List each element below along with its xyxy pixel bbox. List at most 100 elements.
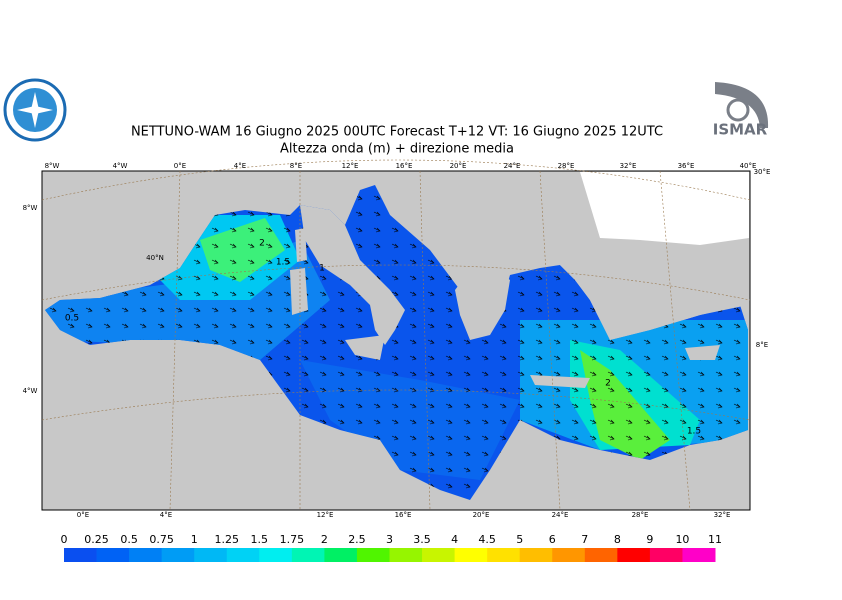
direction-arrow — [211, 275, 219, 281]
direction-arrow — [697, 323, 705, 329]
direction-arrow — [679, 387, 687, 393]
direction-arrow — [733, 387, 741, 393]
direction-arrow — [121, 323, 129, 329]
direction-arrow — [553, 387, 561, 393]
direction-arrow — [625, 371, 633, 377]
direction-arrow — [337, 339, 345, 345]
direction-arrow — [247, 323, 255, 329]
direction-arrow — [517, 307, 525, 313]
direction-arrow — [193, 307, 201, 313]
direction-arrow — [625, 403, 633, 409]
direction-arrow — [355, 419, 363, 425]
direction-arrow — [121, 307, 129, 313]
direction-arrow — [715, 339, 723, 345]
direction-arrow — [517, 387, 525, 393]
direction-arrow — [409, 243, 417, 249]
direction-arrow — [571, 435, 579, 441]
direction-arrow — [733, 355, 741, 361]
direction-arrow — [697, 403, 705, 409]
colorbar-swatch — [682, 548, 716, 562]
direction-arrow — [283, 275, 291, 281]
colorbar-label: 1.25 — [215, 533, 240, 546]
direction-arrow — [391, 419, 399, 425]
direction-arrow — [499, 403, 507, 409]
direction-arrow — [355, 307, 363, 313]
direction-arrow — [661, 339, 669, 345]
direction-arrow — [337, 403, 345, 409]
direction-arrow — [589, 435, 597, 441]
colorbar-label: 4 — [451, 533, 458, 546]
direction-arrow — [481, 435, 489, 441]
direction-arrow — [391, 451, 399, 457]
direction-arrow — [589, 419, 597, 425]
direction-arrow — [517, 355, 525, 361]
direction-arrow — [247, 307, 255, 313]
direction-arrow — [391, 387, 399, 393]
direction-arrow — [427, 371, 435, 377]
direction-arrow — [283, 243, 291, 249]
direction-arrow — [571, 291, 579, 297]
direction-arrow — [679, 355, 687, 361]
top-label: 20°E — [450, 162, 467, 170]
direction-arrow — [409, 259, 417, 265]
direction-arrow — [427, 291, 435, 297]
direction-arrow — [175, 307, 183, 313]
colorbar-label: 10 — [675, 533, 689, 546]
direction-arrow — [319, 419, 327, 425]
direction-arrow — [463, 435, 471, 441]
direction-arrow — [175, 323, 183, 329]
direction-arrow — [319, 403, 327, 409]
direction-arrow — [445, 355, 453, 361]
direction-arrow — [517, 339, 525, 345]
direction-arrow — [265, 227, 273, 233]
direction-arrow — [49, 307, 57, 313]
direction-arrow — [355, 227, 363, 233]
colorbar-swatch — [324, 548, 358, 562]
colorbar-swatch — [226, 548, 260, 562]
colorbar-label: 1.75 — [280, 533, 305, 546]
direction-arrow — [427, 355, 435, 361]
contour-label: 0.5 — [65, 314, 79, 324]
direction-arrow — [229, 339, 237, 345]
direction-arrow — [265, 307, 273, 313]
colorbar-swatch — [194, 548, 228, 562]
direction-arrow — [607, 387, 615, 393]
direction-arrow — [283, 387, 291, 393]
bottom-label: 32°E — [714, 511, 731, 519]
direction-arrow — [283, 339, 291, 345]
colorbar-swatch — [161, 548, 195, 562]
direction-arrow — [355, 211, 363, 217]
contour-label: 1.5 — [276, 258, 290, 268]
direction-arrow — [409, 435, 417, 441]
direction-arrow — [337, 371, 345, 377]
colorbar-swatch — [584, 548, 618, 562]
colorbar-label: 4.5 — [478, 533, 496, 546]
logo-right: ISMAR — [710, 80, 770, 140]
direction-arrow — [229, 323, 237, 329]
direction-arrow — [265, 291, 273, 297]
direction-arrow — [571, 403, 579, 409]
direction-arrow — [391, 371, 399, 377]
direction-arrow — [283, 355, 291, 361]
direction-arrow — [643, 355, 651, 361]
colorbar-label: 1 — [191, 533, 198, 546]
title: NETTUNO-WAM 16 Giugno 2025 00UTC Forecas… — [131, 125, 663, 140]
direction-arrow — [373, 371, 381, 377]
direction-arrow — [607, 339, 615, 345]
direction-arrow — [661, 355, 669, 361]
right-label: 30°E — [754, 168, 771, 176]
direction-arrow — [247, 259, 255, 265]
direction-arrow — [337, 387, 345, 393]
direction-arrow — [715, 419, 723, 425]
direction-arrow — [445, 371, 453, 377]
direction-arrow — [589, 339, 597, 345]
direction-arrow — [499, 323, 507, 329]
direction-arrow — [499, 435, 507, 441]
top-label: 4°W — [113, 162, 128, 170]
direction-arrow — [211, 227, 219, 233]
direction-arrow — [301, 323, 309, 329]
top-label: 24°E — [504, 162, 521, 170]
colorbar-swatch — [552, 548, 586, 562]
direction-arrow — [301, 355, 309, 361]
top-label: 8°E — [290, 162, 302, 170]
